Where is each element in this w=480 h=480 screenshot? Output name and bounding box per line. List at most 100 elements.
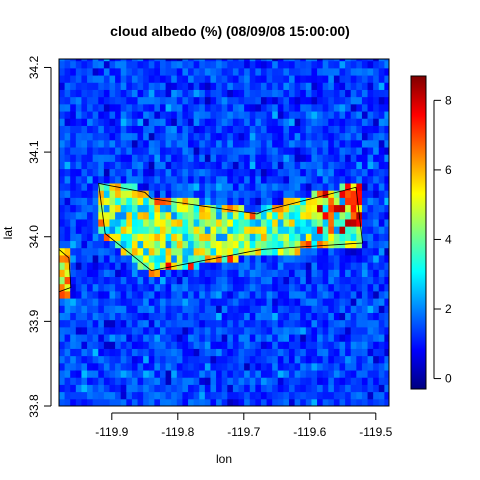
heat-cell	[103, 233, 110, 242]
heat-cell	[311, 283, 318, 292]
heat-cell	[249, 197, 256, 206]
heat-cell	[137, 67, 144, 76]
heat-cell	[238, 139, 245, 148]
heat-cell	[322, 334, 329, 342]
heat-cell	[311, 254, 318, 263]
heat-cell	[266, 190, 273, 198]
heat-cell	[188, 276, 195, 285]
heat-cell	[249, 67, 256, 76]
heat-cell	[232, 362, 240, 371]
heat-cell	[266, 334, 273, 342]
heat-cell	[350, 384, 357, 393]
heat-cell	[165, 269, 172, 278]
heat-cell	[244, 254, 251, 263]
heat-cell	[300, 182, 307, 191]
heat-cell	[277, 370, 284, 378]
heat-cell	[159, 254, 167, 263]
heat-cell	[255, 226, 262, 234]
heat-cell	[260, 82, 268, 90]
heat-cell	[283, 111, 290, 119]
heat-cell	[328, 398, 335, 406]
heat-cell	[384, 384, 389, 393]
heat-cell	[216, 305, 223, 313]
heat-cell	[165, 154, 172, 162]
heat-cell	[59, 384, 66, 393]
heat-cell	[143, 233, 150, 242]
heat-cell	[272, 197, 279, 206]
heat-cell	[137, 233, 144, 242]
heat-cell	[70, 226, 77, 234]
heat-cell	[109, 276, 116, 285]
heat-cell	[317, 182, 324, 191]
heat-cell	[148, 269, 155, 278]
heat-cell	[126, 226, 133, 234]
heat-cell	[109, 305, 116, 313]
heat-cell	[300, 254, 307, 263]
heat-cell	[244, 103, 251, 112]
heat-cell	[64, 175, 71, 184]
heat-cell	[221, 370, 228, 378]
heat-cell	[356, 240, 363, 249]
heat-cell	[277, 362, 284, 371]
heat-cell	[367, 147, 374, 155]
heat-cell	[238, 103, 245, 112]
heat-cell	[70, 283, 77, 292]
heat-cell	[277, 132, 284, 141]
heat-cell	[345, 204, 352, 213]
heat-cell	[249, 96, 256, 105]
heat-cell	[204, 305, 211, 313]
heat-cell	[232, 218, 240, 227]
heat-cell	[311, 197, 318, 206]
heat-cell	[361, 96, 369, 105]
heat-cell	[70, 370, 77, 378]
heat-cell	[272, 226, 279, 234]
heat-cell	[103, 190, 110, 198]
heat-cell	[126, 298, 133, 306]
heat-cell	[339, 96, 346, 105]
heat-cell	[328, 82, 335, 90]
heat-cell	[345, 398, 352, 406]
heat-cell	[59, 132, 66, 141]
heat-cell	[238, 319, 245, 328]
heat-cell	[339, 111, 346, 119]
heat-cell	[350, 218, 357, 227]
heat-cell	[244, 175, 251, 184]
heat-cell	[210, 384, 217, 393]
heat-cell	[75, 355, 82, 364]
heat-cell	[165, 341, 172, 349]
heat-cell	[272, 218, 279, 227]
heat-cell	[373, 190, 380, 198]
heat-cell	[75, 348, 82, 357]
heat-cell	[232, 398, 240, 406]
heat-cell	[339, 305, 346, 313]
heat-cell	[193, 326, 200, 335]
heat-cell	[266, 147, 273, 155]
heat-cell	[165, 132, 172, 141]
heat-cell	[165, 298, 172, 306]
heat-cell	[137, 377, 144, 385]
heat-cell	[103, 283, 110, 292]
heat-cell	[87, 355, 94, 364]
heat-cell	[131, 326, 139, 335]
heat-cell	[378, 161, 385, 170]
heat-cell	[255, 312, 262, 321]
heat-cell	[238, 82, 245, 90]
heat-cell	[255, 96, 262, 105]
heat-cell	[367, 67, 374, 76]
heat-cell	[367, 60, 374, 69]
heat-cell	[64, 247, 71, 256]
heat-cell	[92, 154, 99, 162]
heat-cell	[115, 391, 122, 400]
heat-cell	[289, 161, 296, 170]
heat-cell	[361, 132, 369, 141]
heat-cell	[305, 312, 312, 321]
heat-cell	[356, 262, 363, 270]
heat-cell	[199, 269, 206, 278]
heat-cell	[126, 283, 133, 292]
heat-cell	[311, 168, 318, 177]
heat-cell	[154, 154, 161, 162]
heat-cell	[272, 132, 279, 141]
heat-cell	[328, 305, 335, 313]
heat-cell	[322, 154, 329, 162]
heat-cell	[75, 384, 82, 393]
